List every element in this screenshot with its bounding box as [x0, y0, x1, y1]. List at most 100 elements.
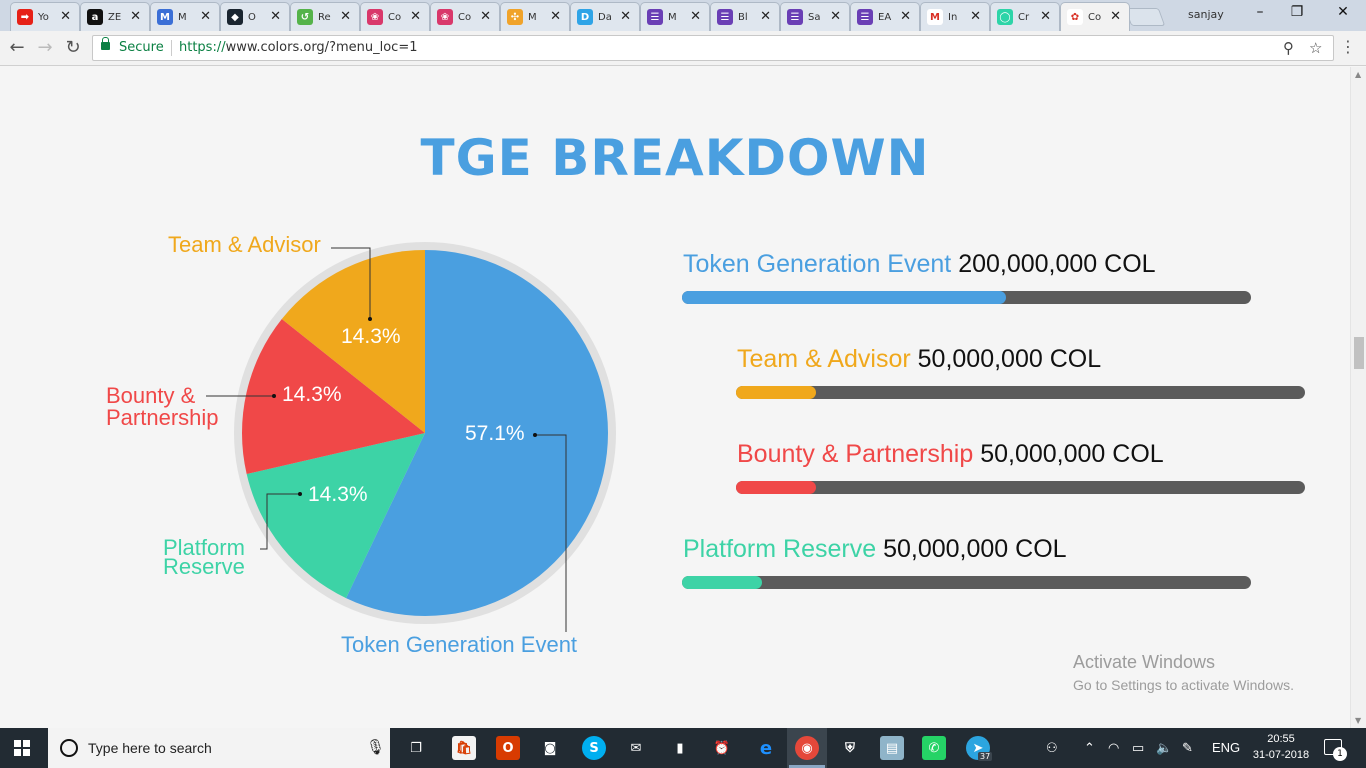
leader-line-tge-dot	[533, 433, 537, 437]
clock[interactable]: 20:55 31-07-2018	[1250, 731, 1312, 763]
windows-start-icon[interactable]	[14, 740, 30, 756]
alarm-clock-icon[interactable]: ⏰	[713, 740, 731, 756]
restore-icon[interactable]: ❐	[1290, 4, 1304, 20]
pie-value-team: 14.3%	[341, 325, 401, 348]
d-icon: D	[577, 9, 593, 25]
tab-close-icon[interactable]: ✕	[970, 9, 981, 24]
bar-track-tge	[682, 291, 1251, 304]
pie-slice-bounty	[241, 319, 425, 475]
tab-close-icon[interactable]: ✕	[550, 9, 561, 24]
url-path: www.colors.org/?menu_loc=1	[225, 40, 418, 55]
language-indicator[interactable]: ENG	[1212, 740, 1241, 755]
browser-tab[interactable]: ❀ Co ✕	[360, 2, 430, 31]
browser-tab[interactable]: M In ✕	[920, 2, 990, 31]
browser-tab[interactable]: ☰ Sa ✕	[780, 2, 850, 31]
tab-close-icon[interactable]: ✕	[200, 9, 211, 24]
device-icon[interactable]: ▮	[676, 740, 684, 756]
taskbar-search-box[interactable]: Type here to search 🎙	[48, 728, 390, 768]
page-scrollbar[interactable]: ▲ ▼	[1350, 67, 1366, 728]
amazon-icon: a	[87, 9, 103, 25]
browser-tab[interactable]: ☰ M ✕	[640, 2, 710, 31]
close-window-icon[interactable]: ✕	[1337, 4, 1349, 20]
tab-close-icon[interactable]: ✕	[1040, 9, 1051, 24]
browser-tab[interactable]: ❀ Co ✕	[430, 2, 500, 31]
tray-chevron-icon[interactable]: ⌃	[1084, 740, 1095, 755]
browser-tab[interactable]: ✿ Co ✕	[1060, 2, 1130, 31]
scroll-down-arrow-icon[interactable]: ▼	[1355, 716, 1362, 725]
lock-icon	[101, 37, 110, 50]
mail-icon[interactable]: ✉	[630, 740, 642, 756]
watermark-subtitle: Go to Settings to activate Windows.	[1073, 677, 1294, 693]
form-icon: ☰	[857, 9, 873, 25]
back-icon[interactable]: ←	[9, 37, 25, 58]
security-shield-icon[interactable]: ⛨	[845, 740, 855, 756]
clock-time: 20:55	[1267, 733, 1295, 745]
browser-tab[interactable]: ✣ M ✕	[500, 2, 570, 31]
volume-icon[interactable]: 🔈	[1156, 740, 1173, 755]
bar-track-team	[736, 386, 1305, 399]
tab-close-icon[interactable]: ✕	[130, 9, 141, 24]
browser-tab[interactable]: ◯ Cr ✕	[990, 2, 1060, 31]
task-view-icon[interactable]: ❐	[410, 740, 422, 756]
wifi-icon[interactable]: ◠	[1108, 740, 1120, 755]
circle-icon: ◯	[997, 9, 1013, 25]
pen-icon[interactable]: ✎	[1182, 740, 1193, 755]
new-tab-button[interactable]	[1124, 8, 1166, 26]
tab-close-icon[interactable]: ✕	[340, 9, 351, 24]
bar-amount-platform: 50,000,000 COL	[883, 535, 1067, 563]
chrome-icon[interactable]: ◉	[795, 736, 819, 760]
tab-close-icon[interactable]: ✕	[270, 9, 281, 24]
browser-tab[interactable]: M M ✕	[150, 2, 220, 31]
tab-close-icon[interactable]: ✕	[410, 9, 421, 24]
browser-tab[interactable]: ☰ EA ✕	[850, 2, 920, 31]
forward-icon[interactable]: →	[37, 37, 53, 58]
bar-label-bounty: Bounty & Partnership	[737, 440, 974, 468]
pie-value-tge: 57.1%	[465, 422, 525, 445]
secure-label: Secure	[119, 40, 164, 55]
watermark-title: Activate Windows	[1073, 652, 1216, 672]
bookmark-star-icon[interactable]: ☆	[1309, 39, 1323, 57]
battery-icon[interactable]: ▭	[1132, 740, 1145, 755]
skype-icon[interactable]: S	[582, 736, 606, 760]
reload-icon[interactable]: ↻	[65, 37, 81, 58]
tab-title: M	[668, 11, 677, 23]
form-icon: ☰	[787, 9, 803, 25]
scroll-thumb[interactable]	[1354, 337, 1364, 369]
browser-tab[interactable]: ◆ O ✕	[220, 2, 290, 31]
tab-title: In	[948, 11, 958, 23]
notepad-icon[interactable]: ▤	[880, 736, 904, 760]
menu-dots-icon[interactable]: ⋮	[1340, 37, 1356, 56]
store-icon[interactable]: 🛍	[452, 736, 476, 760]
office-icon[interactable]: O	[496, 736, 520, 760]
browser-tab[interactable]: ☰ Bl ✕	[710, 2, 780, 31]
tab-close-icon[interactable]: ✕	[690, 9, 701, 24]
whatsapp-icon[interactable]: ✆	[922, 736, 946, 760]
profile-name[interactable]: sanjay	[1188, 8, 1224, 21]
tab-close-icon[interactable]: ✕	[60, 9, 71, 24]
browser-tab[interactable]: a ZE ✕	[80, 2, 150, 31]
browser-tab[interactable]: ➡ Yo ✕	[10, 2, 80, 31]
tab-close-icon[interactable]: ✕	[480, 9, 491, 24]
tab-title: M	[178, 11, 187, 23]
address-bar[interactable]: Secure https://www.colors.org/?menu_loc=…	[92, 35, 1334, 61]
leader-line-platform-dot	[298, 492, 302, 496]
browser-tab[interactable]: ↺ Re ✕	[290, 2, 360, 31]
tab-close-icon[interactable]: ✕	[1110, 9, 1121, 24]
microphone-icon[interactable]: 🎙	[366, 738, 386, 756]
browser-tab[interactable]: D Da ✕	[570, 2, 640, 31]
url-text[interactable]: https://www.colors.org/?menu_loc=1	[179, 40, 417, 55]
tab-close-icon[interactable]: ✕	[830, 9, 841, 24]
edge-icon[interactable]: e	[759, 737, 773, 759]
tab-close-icon[interactable]: ✕	[760, 9, 771, 24]
people-icon[interactable]: ⚇	[1046, 740, 1058, 755]
tab-title: Cr	[1018, 11, 1030, 23]
tab-close-icon[interactable]: ✕	[620, 9, 631, 24]
scroll-up-arrow-icon[interactable]: ▲	[1355, 70, 1362, 79]
zoom-search-icon[interactable]: ⚲	[1283, 39, 1294, 57]
minimize-icon[interactable]: –	[1256, 4, 1264, 20]
bar-fill-bounty	[736, 481, 816, 494]
pie-chart	[206, 242, 616, 632]
tab-close-icon[interactable]: ✕	[900, 9, 911, 24]
notification-count: 1	[1333, 747, 1347, 761]
camera-icon[interactable]: ◙	[543, 740, 557, 756]
